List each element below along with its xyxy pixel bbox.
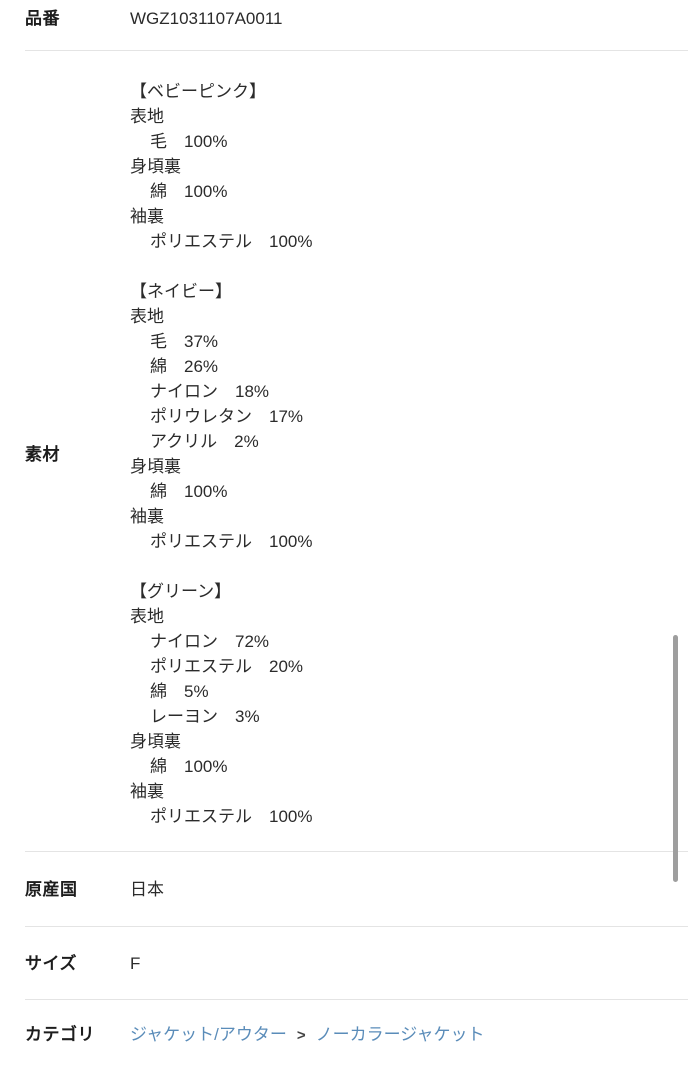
material-color-block: 【グリーン】 表地ナイロン 72% ポリエステル 20% 綿 5% レーヨン 3% 身頃裏…: [130, 579, 688, 829]
material-color-block: 【ネイビー】 表地毛 37% 綿 26% ナイロン 18% ポリウレタン 17% アクリル…: [130, 279, 688, 554]
material-component: 綿 100%: [150, 757, 228, 776]
spec-row-size: サイズ F: [25, 927, 688, 1000]
spec-row-origin: 原産国 日本: [25, 852, 688, 927]
product-number-value: WGZ1031107A0011: [130, 9, 283, 28]
category-link-collarless-jacket[interactable]: ノーカラージャケット: [315, 1025, 485, 1044]
category-label: カテゴリ: [25, 1025, 95, 1044]
material-part-name: 表地: [130, 107, 164, 126]
material-part-name: 身頃裏: [130, 732, 181, 751]
spec-row-material: 素材 【ベビーピンク】 表地毛 100% 身頃裏綿 100% 袖裏 ポリエステル 100…: [25, 51, 688, 852]
material-color-name: 【ベビーピンク】: [130, 82, 266, 101]
material-component: 綿 26%: [150, 357, 219, 376]
material-part-name: 表地: [130, 607, 164, 626]
product-number-label: 品番: [25, 9, 60, 28]
material-label: 素材: [25, 444, 60, 464]
material-color-name: 【ネイビー】: [130, 282, 232, 301]
material-component: 毛 37%: [150, 332, 219, 351]
material-part-name: 袖裏: [130, 507, 164, 526]
material-part-name: 身頃裏: [130, 157, 181, 176]
material-part-name: 袖裏: [130, 782, 164, 801]
material-component: アクリル 2%: [150, 432, 259, 451]
material-color-name: 【グリーン】: [130, 582, 232, 601]
material-component: ナイロン 18%: [150, 382, 270, 401]
category-link-jacket-outer[interactable]: ジャケット/アウター: [130, 1025, 287, 1044]
material-component: 綿 5%: [150, 682, 209, 701]
scrollbar-thumb[interactable]: [673, 635, 678, 882]
size-value: F: [130, 953, 141, 973]
material-component: 綿 100%: [150, 182, 228, 201]
material-component: ポリエステル 20%: [150, 657, 304, 676]
size-label: サイズ: [25, 953, 77, 973]
category-breadcrumb: ジャケット/アウター > ノーカラージャケット: [130, 1024, 688, 1046]
material-part-name: 身頃裏: [130, 457, 181, 476]
material-part-name: 表地: [130, 307, 164, 326]
material-component: レーヨン 3%: [150, 707, 260, 726]
material-part-name: 袖裏: [130, 207, 164, 226]
material-color-block: 【ベビーピンク】 表地毛 100% 身頃裏綿 100% 袖裏ポリエステル 100%: [130, 79, 688, 254]
material-component: ナイロン 72%: [150, 632, 270, 651]
material-component: ポリエステル 100%: [150, 807, 313, 826]
spec-row-category: カテゴリ ジャケット/アウター > ノーカラージャケット: [25, 1000, 688, 1064]
material-component: ポリエステル 100%: [150, 232, 313, 251]
breadcrumb-separator: >: [296, 1027, 306, 1044]
origin-value: 日本: [130, 879, 164, 899]
material-component: ポリウレタン 17%: [150, 407, 304, 426]
origin-label: 原産国: [25, 879, 78, 899]
material-component: 綿 100%: [150, 482, 228, 501]
material-content: 【ベビーピンク】 表地毛 100% 身頃裏綿 100% 袖裏 ポリエステル 100% 【ネ…: [130, 79, 688, 829]
material-component: ポリエステル 100%: [150, 532, 313, 551]
material-component: 毛 100%: [150, 132, 228, 151]
spec-row-product-number: 品番 WGZ1031107A0011: [25, 0, 688, 51]
